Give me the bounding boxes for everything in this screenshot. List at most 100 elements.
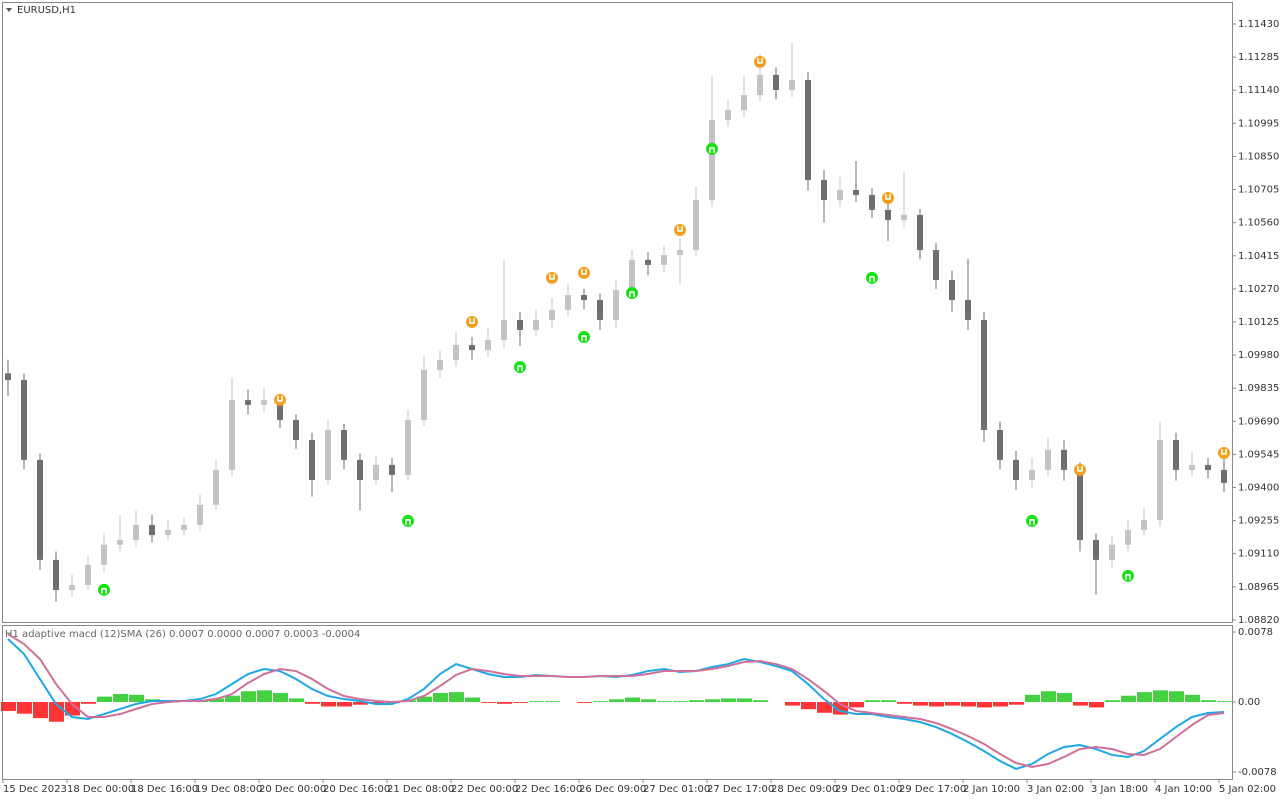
candle-body [1157, 440, 1163, 520]
histogram-bar [513, 702, 528, 703]
candle-body [213, 469, 219, 505]
candle-body [21, 379, 27, 460]
candle-body [469, 345, 475, 351]
histogram-bar [17, 702, 32, 714]
histogram-bar [433, 693, 448, 703]
x-tick-label: 18 Dec 16:00 [131, 784, 198, 795]
candle-body [789, 79, 795, 90]
histogram-bar [257, 690, 272, 703]
x-tick-label: 20 Dec 00:00 [259, 784, 326, 795]
x-tick-label: 19 Dec 08:00 [195, 784, 262, 795]
candle-body [709, 119, 715, 201]
histogram-bar [881, 700, 896, 703]
candle-body [53, 559, 59, 591]
candle-body [165, 529, 171, 536]
signal-glyph [629, 291, 635, 297]
histogram-bar [1073, 702, 1088, 706]
candle-body [1093, 540, 1099, 560]
symbol-menu-icon[interactable] [6, 8, 12, 12]
candle-body [149, 524, 155, 536]
histogram-bar [1185, 694, 1200, 703]
candle-body [1029, 469, 1035, 480]
candle-body [885, 209, 891, 220]
histogram-bar [657, 701, 672, 703]
y-tick-label: 1.11430 [1238, 19, 1279, 30]
x-tick-label: 3 Jan 02:00 [1027, 784, 1084, 795]
histogram-bar [705, 699, 720, 703]
candle-body [325, 429, 331, 480]
candle-body [853, 190, 859, 196]
signal-arrow [882, 191, 894, 204]
y-tick-label: 0.00 [1238, 697, 1260, 708]
histogram-bar [65, 702, 80, 716]
x-tick-label: 29 Dec 17:00 [899, 784, 966, 795]
candle-body [453, 345, 459, 360]
histogram-bar [721, 698, 736, 703]
signal-glyph [517, 365, 523, 371]
y-tick-label: 1.10125 [1238, 317, 1279, 328]
candle-body [773, 74, 779, 90]
candle-body [597, 300, 603, 320]
x-tick-label: 27 Dec 17:00 [707, 784, 774, 795]
candle-body [37, 459, 43, 560]
x-tick-label: 28 Dec 09:00 [771, 784, 838, 795]
y-tick-label: 1.08965 [1238, 582, 1279, 593]
candle-body [661, 255, 667, 265]
candle-body [277, 400, 283, 420]
histogram-bar [913, 702, 928, 706]
histogram-bar [609, 699, 624, 703]
candle-body [181, 524, 187, 530]
candle-body [485, 340, 491, 351]
x-tick-label: 27 Dec 01:00 [643, 784, 710, 795]
candle-body [805, 79, 811, 180]
candle-body [389, 464, 395, 475]
histogram-bar [1121, 695, 1136, 703]
histogram-bar [33, 702, 48, 719]
histogram-bar [737, 698, 752, 703]
histogram-bar [81, 702, 96, 704]
candle-body [629, 259, 635, 291]
candle-body [1061, 449, 1067, 470]
histogram-bar [497, 702, 512, 704]
histogram-bar [785, 702, 800, 706]
y-tick-label: -0.0078 [1238, 767, 1277, 778]
candle-body [5, 373, 11, 380]
signal-glyph [885, 193, 891, 200]
candle-body [69, 585, 75, 591]
candle-body [1173, 440, 1179, 470]
histogram-bar [961, 702, 976, 707]
candle-body [1205, 464, 1211, 470]
candle-body [693, 200, 699, 251]
signal-glyph [757, 57, 763, 64]
candle-body [85, 564, 91, 586]
candle-body [1013, 459, 1019, 480]
candle-body [229, 400, 235, 470]
signal-glyph [549, 273, 555, 280]
histogram-bar [977, 702, 992, 708]
signal-arrow [1026, 514, 1038, 527]
histogram-bar [593, 701, 608, 703]
macd-line [7, 633, 1225, 768]
histogram-bar [1105, 700, 1120, 703]
candle-body [741, 95, 747, 111]
y-tick-label: 1.10995 [1238, 118, 1279, 129]
histogram-bar [465, 697, 480, 703]
histogram-bar [273, 693, 288, 703]
signal-arrow [626, 286, 638, 299]
histogram-bar [753, 700, 768, 703]
candle-body [1077, 469, 1083, 541]
histogram-bar [337, 702, 352, 707]
histogram-bar [1089, 702, 1104, 708]
histogram-bar [929, 702, 944, 707]
x-tick-label: 22 Dec 00:00 [451, 784, 518, 795]
candle-body [869, 195, 875, 210]
x-tick-label: 22 Dec 16:00 [515, 784, 582, 795]
y-tick-label: 1.09835 [1238, 383, 1279, 394]
signal-glyph [1077, 465, 1083, 472]
x-tick-label: 20 Dec 16:00 [323, 784, 390, 795]
candle-body [357, 459, 363, 480]
x-tick-label: 21 Dec 08:00 [387, 784, 454, 795]
signal-glyph [101, 588, 107, 594]
candle-body [1045, 449, 1051, 470]
